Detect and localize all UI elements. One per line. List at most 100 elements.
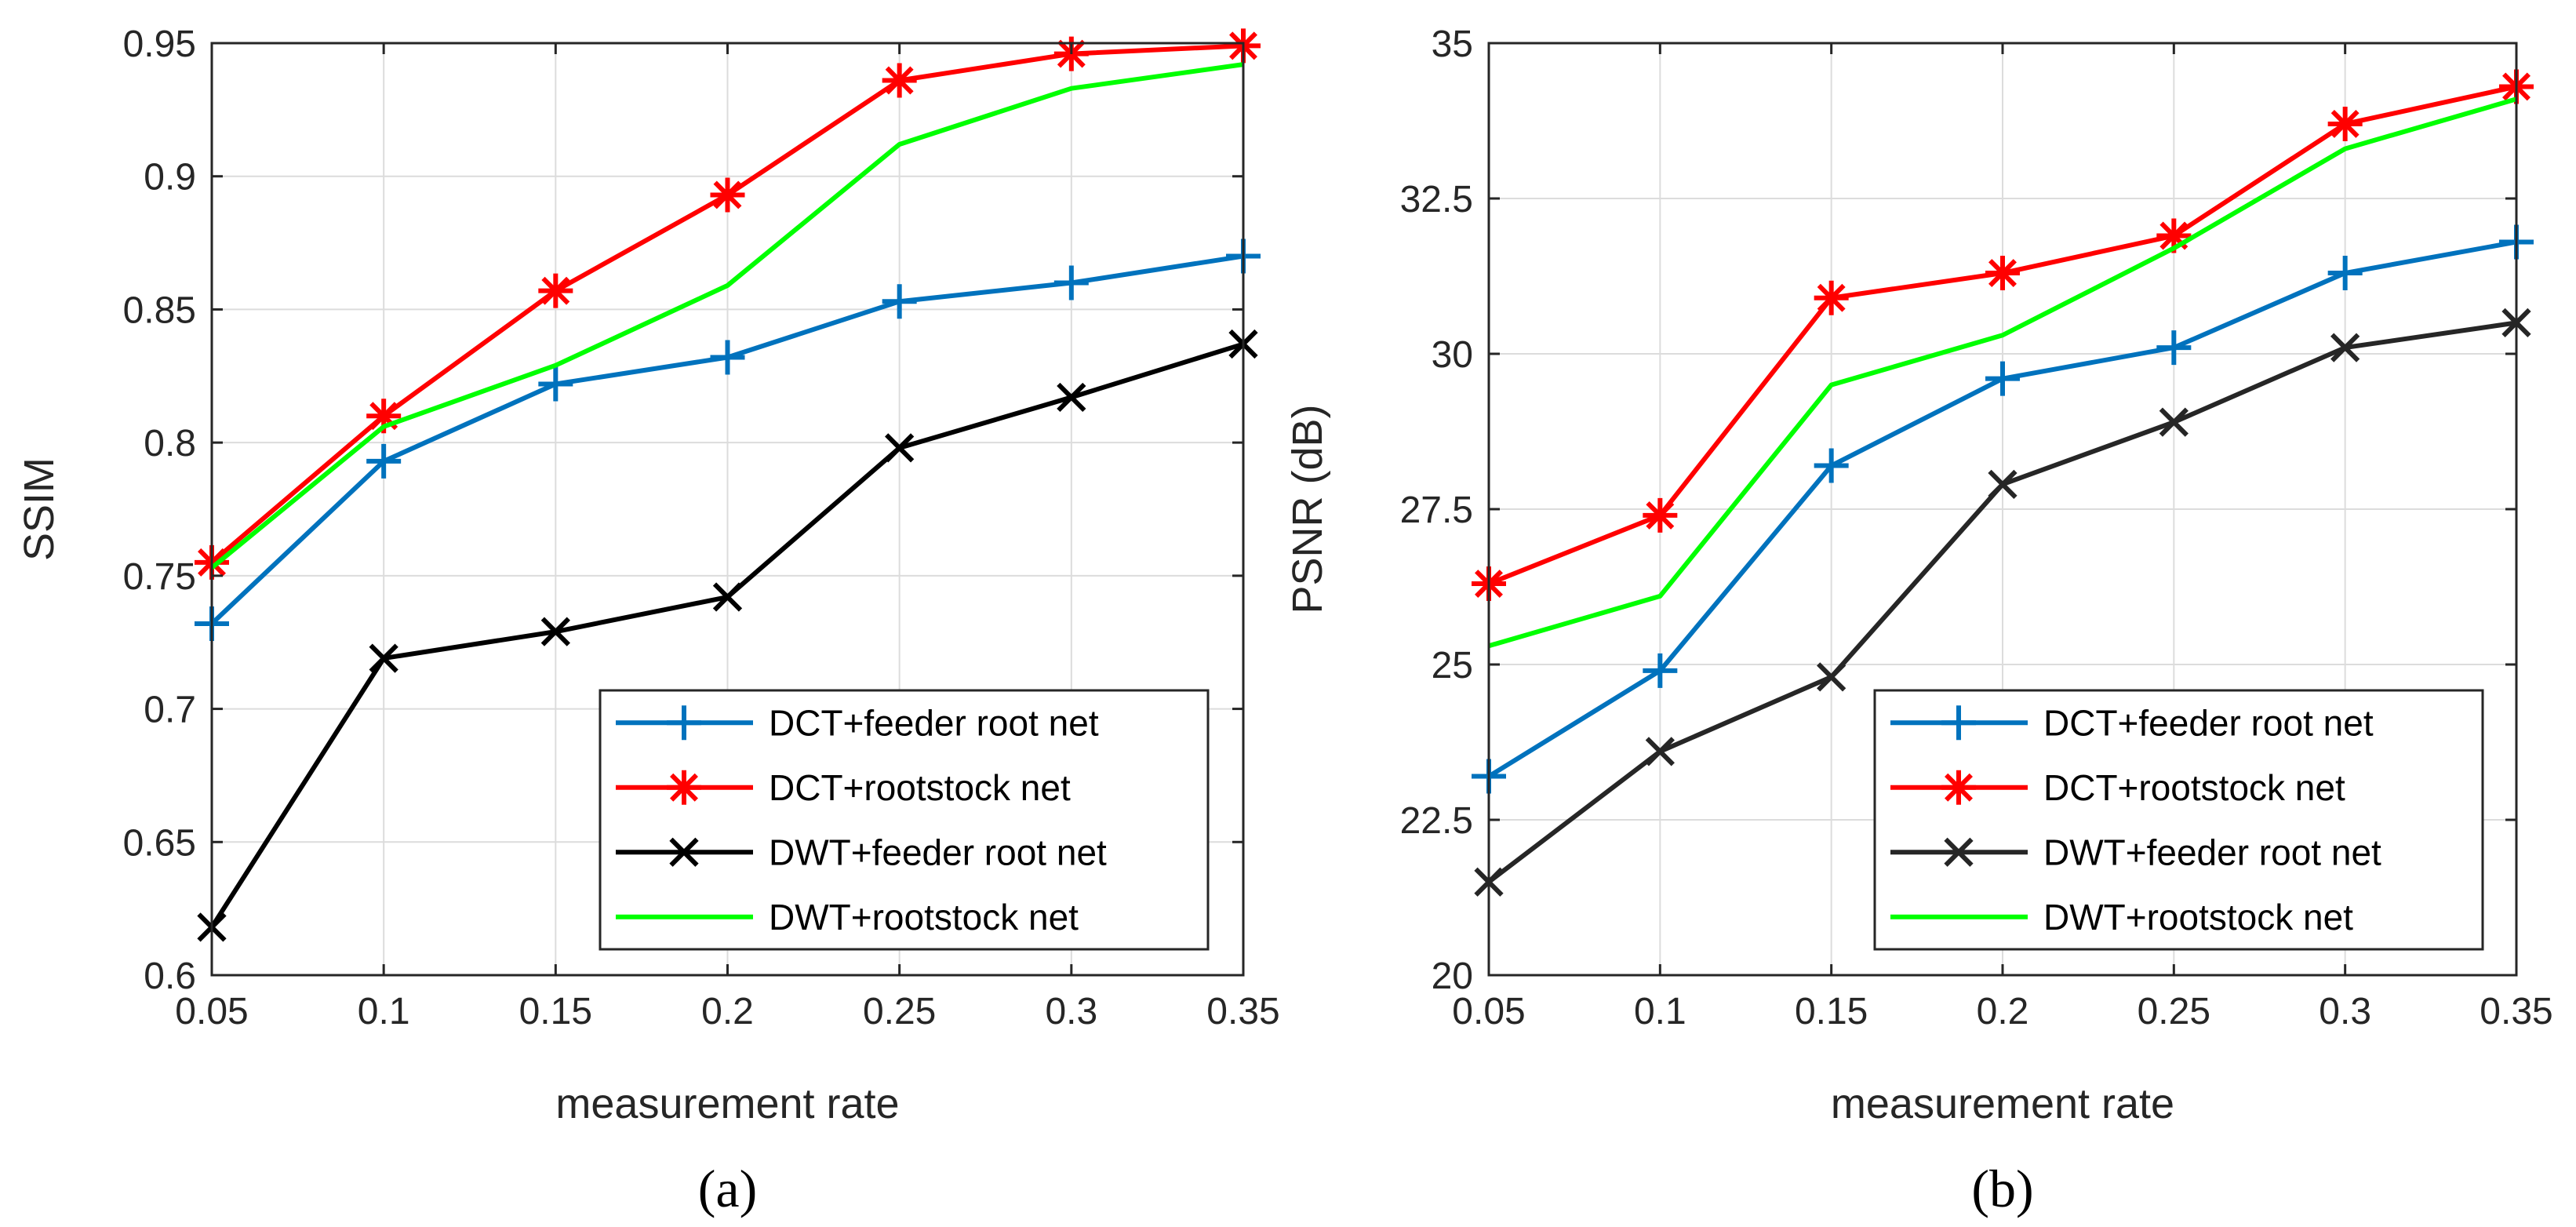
legend-label: DWT+feeder root net xyxy=(769,832,1107,872)
x-tick-label: 0.05 xyxy=(175,991,248,1032)
data-point xyxy=(2327,256,2363,291)
y-tick-label: 25 xyxy=(1432,645,1473,686)
data-point xyxy=(2156,330,2192,366)
legend-entry-dwt-rootstock-net: DWT+rootstock net xyxy=(616,897,1079,938)
data-point xyxy=(1985,256,2020,291)
legend: DCT+feeder root net DCT+rootstock net DWT+… xyxy=(599,689,1210,951)
x-tick-label: 0.05 xyxy=(1452,991,1525,1032)
x-tick-label: 0.1 xyxy=(358,991,410,1032)
y-axis: 0.6 0.65 0.7 0.75 0.8 0.85 0.9 0.95 xyxy=(123,24,1243,997)
data-point xyxy=(1057,382,1086,413)
x-axis-label: measurement rate xyxy=(555,1080,899,1127)
legend-label: DCT+rootstock net xyxy=(2043,767,2345,808)
x-tick-label: 0.1 xyxy=(1634,991,1686,1032)
data-point xyxy=(1817,662,1846,692)
data-point xyxy=(538,366,573,402)
data-point xyxy=(1814,280,1849,315)
y-tick-label: 0.95 xyxy=(123,24,196,65)
legend-entry-dct-feeder-root-net: DCT+feeder root net xyxy=(1890,702,2374,743)
data-point xyxy=(538,273,573,308)
x-tick-label: 0.35 xyxy=(2480,991,2552,1032)
y-tick-label: 0.9 xyxy=(144,157,196,198)
y-axis-label: SSIM xyxy=(16,457,63,561)
x-tick-label: 0.3 xyxy=(2319,991,2371,1032)
legend-entry-dct-feeder-root-net: DCT+feeder root net xyxy=(616,702,1099,743)
y-tick-label: 0.7 xyxy=(144,690,196,731)
legend: DCT+feeder root net DCT+rootstock net DWT+… xyxy=(1873,689,2484,951)
legend-entry-dct-rootstock-net: DCT+rootstock net xyxy=(1890,767,2345,808)
x-axis-label: measurement rate xyxy=(1831,1080,2174,1127)
data-point xyxy=(1988,469,2018,499)
data-point xyxy=(1053,265,1089,300)
data-point xyxy=(1643,497,1678,533)
x-tick-label: 0.15 xyxy=(1795,991,1868,1032)
legend-entry-dwt-feeder-root-net: DWT+feeder root net xyxy=(616,832,1107,872)
y-tick-label: 0.8 xyxy=(144,423,196,464)
series-dwt-rootstock-net xyxy=(210,62,1244,570)
x-tick-label: 0.2 xyxy=(701,991,754,1032)
legend-marker xyxy=(669,837,699,867)
data-point xyxy=(712,582,743,612)
y-tick-label: 27.5 xyxy=(1400,490,1473,531)
series-dct-feeder-root-net xyxy=(195,238,1261,641)
data-point xyxy=(1643,653,1678,688)
data-point xyxy=(1645,737,1675,766)
y-tick-label: 0.85 xyxy=(123,289,196,331)
series-dwt-feeder-root-net xyxy=(197,329,1258,942)
data-point xyxy=(2330,333,2360,362)
y-tick-label: 0.75 xyxy=(123,556,196,598)
legend-box xyxy=(1873,689,2484,951)
legend-label: DCT+feeder root net xyxy=(2043,702,2374,743)
series-line xyxy=(210,62,1244,570)
data-point xyxy=(882,284,917,319)
legend-label: DCT+rootstock net xyxy=(769,767,1071,808)
y-axis: 20 22.5 25 27.5 30 32.5 35 xyxy=(1400,24,2516,997)
panel-b-psnr-chart: 0.05 0.1 0.15 0.2 0.25 0.3 0.35 20 22.5 25 27.5 30 3… xyxy=(1284,24,2553,1218)
data-point xyxy=(366,443,402,479)
series-line xyxy=(1488,96,2517,649)
y-tick-label: 0.6 xyxy=(144,956,196,997)
data-point xyxy=(882,63,917,98)
data-point xyxy=(1985,361,2020,396)
y-tick-label: 0.65 xyxy=(123,822,196,864)
x-tick-label: 0.25 xyxy=(2138,991,2210,1032)
y-tick-label: 22.5 xyxy=(1400,800,1473,842)
x-tick-label: 0.25 xyxy=(863,991,936,1032)
data-point xyxy=(2327,106,2363,141)
legend-marker xyxy=(1941,770,1976,805)
panel-caption: (a) xyxy=(698,1159,757,1218)
legend-marker xyxy=(1944,837,1974,867)
legend-marker xyxy=(1941,705,1976,741)
y-tick-label: 30 xyxy=(1432,334,1473,376)
data-point xyxy=(1814,448,1849,483)
legend-label: DWT+rootstock net xyxy=(769,897,1079,938)
legend-marker xyxy=(667,705,701,741)
panel-a-ssim-chart: 0.05 0.1 0.15 0.2 0.25 0.3 0.350.60.650.70.750… xyxy=(16,24,1280,1218)
y-tick-label: 32.5 xyxy=(1400,179,1473,220)
x-axis: 0.05 0.1 0.15 0.2 0.25 0.3 0.35 xyxy=(1452,43,2553,1032)
legend-label: DCT+feeder root net xyxy=(769,702,1099,743)
data-point xyxy=(540,617,570,646)
x-tick-label: 0.35 xyxy=(1206,991,1279,1032)
panel-caption: (b) xyxy=(1971,1159,2033,1218)
x-axis: 0.05 0.1 0.15 0.2 0.25 0.3 0.35 xyxy=(175,43,1280,1032)
x-tick-label: 0.3 xyxy=(1045,991,1097,1032)
legend-entry-dct-rootstock-net: DCT+rootstock net xyxy=(616,767,1071,808)
legend-box xyxy=(599,689,1210,951)
legend-entry-dwt-rootstock-net: DWT+rootstock net xyxy=(1890,897,2353,938)
y-axis-label: PSNR (dB) xyxy=(1284,404,1331,614)
data-point xyxy=(2159,407,2189,437)
x-tick-label: 0.15 xyxy=(519,991,592,1032)
y-tick-label: 35 xyxy=(1432,24,1473,65)
legend-label: DWT+feeder root net xyxy=(2043,832,2381,872)
legend-label: DWT+rootstock net xyxy=(2043,897,2353,938)
x-tick-label: 0.2 xyxy=(1977,991,2029,1032)
legend-marker xyxy=(667,770,701,805)
data-point xyxy=(710,177,745,213)
y-tick-label: 20 xyxy=(1432,956,1473,997)
data-point xyxy=(369,643,398,673)
legend-entry-dwt-feeder-root-net: DWT+feeder root net xyxy=(1890,832,2381,872)
data-point xyxy=(710,340,745,375)
data-point xyxy=(885,433,915,463)
